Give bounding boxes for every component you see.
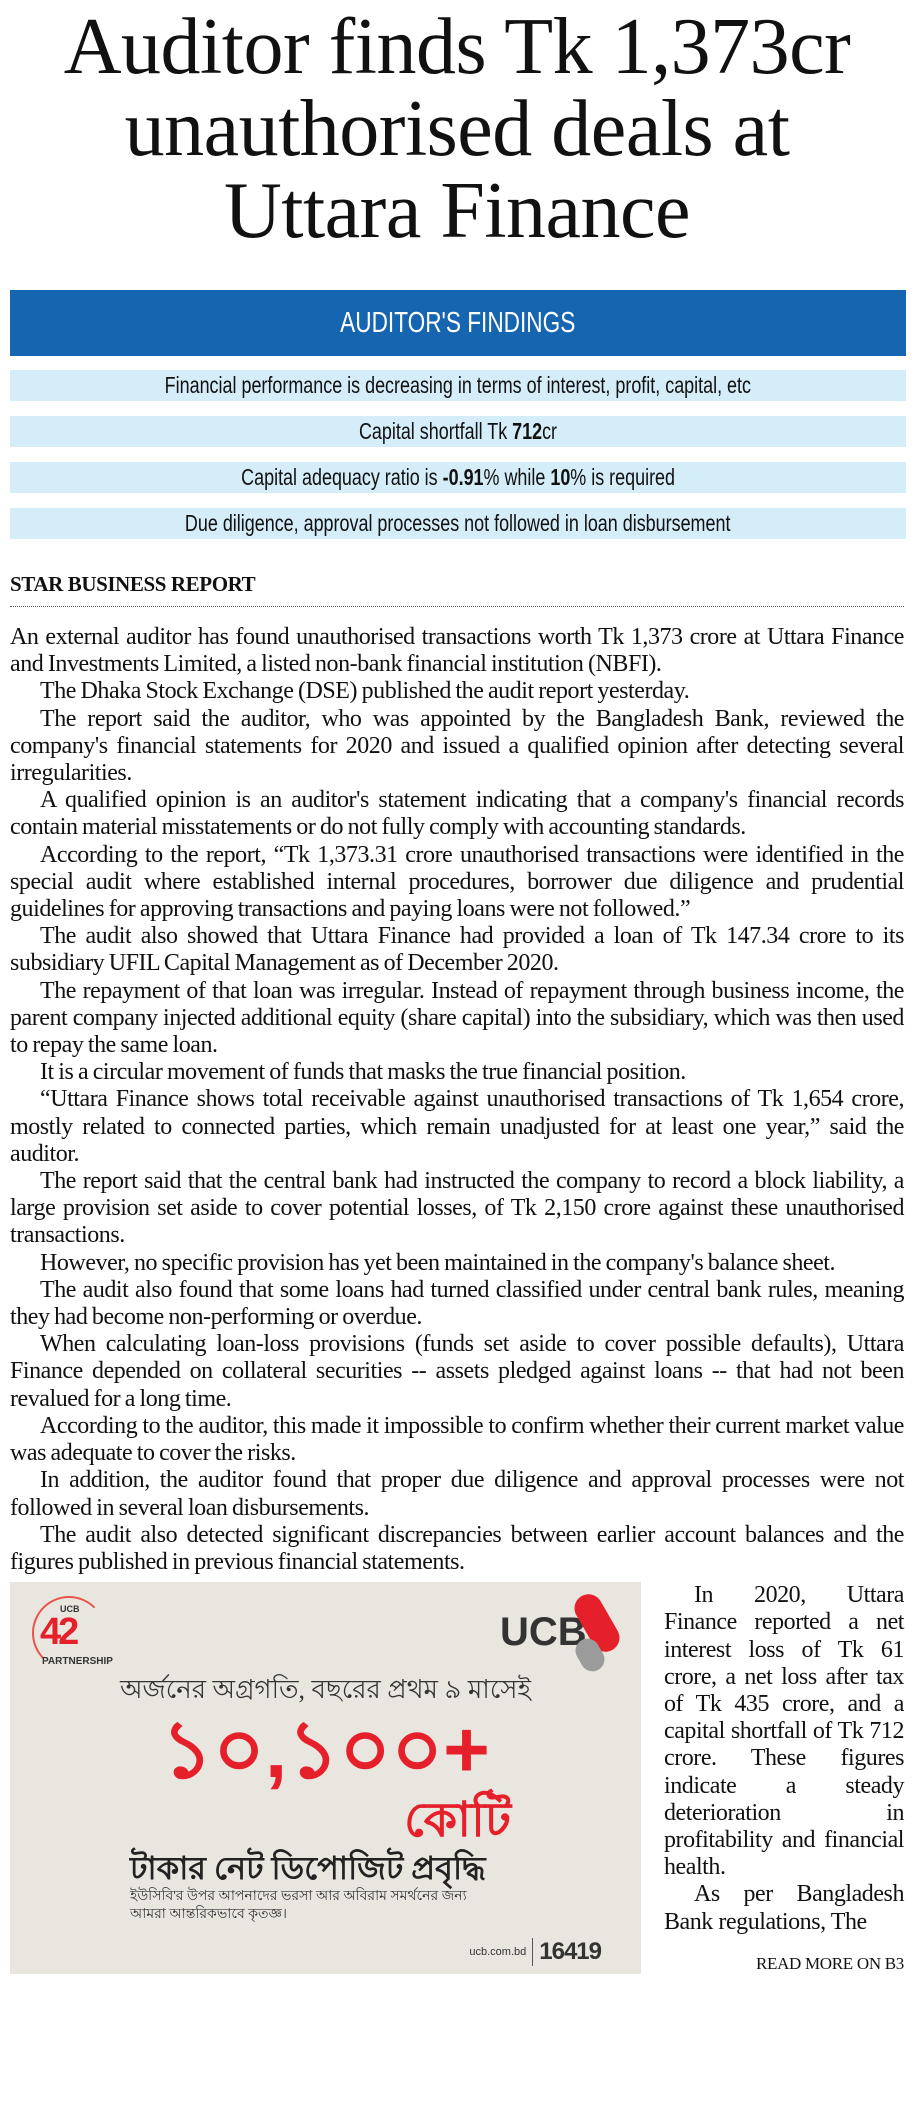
finding-text: Capital shortfall Tk 712cr [359, 418, 557, 445]
finding-text-mid: % while [483, 464, 551, 490]
ad-footer: ucb.com.bd 16419 [30, 1934, 621, 1967]
paragraph: The repayment of that loan was irregular… [10, 977, 904, 1059]
paragraph: According to the report, “Tk 1,373.31 cr… [10, 841, 904, 923]
auditors-findings-box: AUDITOR'S FINDINGS Financial performance… [10, 290, 906, 539]
finding-text: Financial performance is decreasing in t… [164, 372, 752, 398]
paragraph: The audit also detected significant disc… [10, 1521, 904, 1575]
finding-text: Capital adequacy ratio is -0.91% while 1… [241, 464, 675, 491]
ad-thanks: ইউসিবি'র উপর আপনাদের ভরসা আর অবিরাম সমর্… [130, 1889, 467, 1923]
paragraph: “Uttara Finance shows total receivable a… [10, 1086, 904, 1167]
dotted-divider [10, 606, 904, 607]
article-column-continued: In 2020, Uttara Finance reported a net i… [664, 1582, 904, 1974]
ad-hotline: 16419 [539, 1938, 602, 1966]
anniversary-logo-number: 42 [40, 1611, 79, 1654]
ad-logo-row: UCB 42 PARTNERSHIP UCB [30, 1582, 625, 1676]
ad-unit: কোটি [404, 1794, 511, 1848]
anniversary-logo-ring [32, 1596, 106, 1671]
finding-row: Capital shortfall Tk 712cr [10, 416, 906, 447]
ad-website: ucb.com.bd [469, 1946, 527, 1959]
headline: Auditor finds Tk 1,373cr unauthorised de… [0, 6, 914, 252]
paragraph: In 2020, Uttara Finance reported a net i… [664, 1582, 904, 1881]
findings-title-bar: AUDITOR'S FINDINGS [10, 290, 906, 356]
ad-tagline: অর্জনের অগ্রগতি, বছরের প্রথম ৯ মাসেই [120, 1675, 531, 1705]
ucb-advertisement[interactable]: UCB 42 PARTNERSHIP UCB অর্জনের অগ্রগতি, … [10, 1582, 641, 1975]
finding-value: -0.91 [442, 464, 484, 490]
article-flow: An external auditor has found unauthoris… [10, 624, 904, 1975]
paragraph: An external auditor has found unauthoris… [10, 624, 904, 678]
finding-row: Due diligence, approval processes not fo… [10, 508, 906, 539]
paragraph: The audit also found that some loans had… [10, 1276, 904, 1331]
paragraph: The report said the auditor, who was app… [10, 705, 904, 787]
finding-row: Financial performance is decreasing in t… [10, 370, 906, 401]
headline-line-1: Auditor finds Tk 1,373cr [63, 3, 851, 91]
finding-text: Due diligence, approval processes not fo… [185, 510, 731, 536]
ad-headline: টাকার নেট ডিপোজিট প্রবৃদ্ধি [130, 1850, 486, 1887]
paragraph: However, no specific provision has yet b… [40, 1249, 836, 1276]
finding-text-pre: Capital shortfall Tk [358, 418, 513, 444]
finding-row: Capital adequacy ratio is -0.91% while 1… [10, 462, 906, 493]
finding-value: 10 [550, 464, 571, 490]
findings-title: AUDITOR'S FINDINGS [340, 306, 576, 339]
paragraph: The Dhaka Stock Exchange (DSE) published… [40, 678, 690, 705]
read-more-link[interactable]: READ MORE ON B3 [755, 1954, 904, 1974]
paragraph: The report said that the central bank ha… [10, 1168, 904, 1249]
finding-value: 712 [512, 418, 543, 444]
headline-line-2: unauthorised deals at [124, 85, 790, 173]
paragraph: According to the auditor, this made it i… [10, 1412, 904, 1467]
finding-text-post: cr [542, 418, 558, 444]
paragraph: When calculating loan-loss provisions (f… [10, 1331, 904, 1412]
paragraph: As per Bangladesh Bank regulations, The [664, 1881, 904, 1935]
bottom-section: UCB 42 PARTNERSHIP UCB অর্জনের অগ্রগতি, … [10, 1582, 904, 1975]
ad-amount: ১০,১০০+ [161, 1705, 490, 1795]
ad-divider [532, 1938, 534, 1967]
headline-line-3: Uttara Finance [223, 167, 691, 255]
anniversary-logo-brand: UCB [60, 1604, 80, 1615]
finding-text-post: % is required [570, 464, 675, 490]
byline: STAR BUSINESS REPORT [10, 572, 256, 596]
finding-text-pre: Capital adequacy ratio is [241, 464, 443, 490]
paragraph: It is a circular movement of funds that … [40, 1059, 686, 1086]
paragraph: In addition, the auditor found that prop… [10, 1467, 904, 1521]
paragraph: A qualified opinion is an auditor's stat… [10, 787, 904, 841]
article-body: An external auditor has found unauthoris… [10, 624, 904, 1576]
paragraph: The audit also showed that Uttara Financ… [10, 923, 904, 977]
ucb-logo-text: UCB [500, 1610, 587, 1655]
anniversary-logo-label: PARTNERSHIP [42, 1656, 113, 1668]
